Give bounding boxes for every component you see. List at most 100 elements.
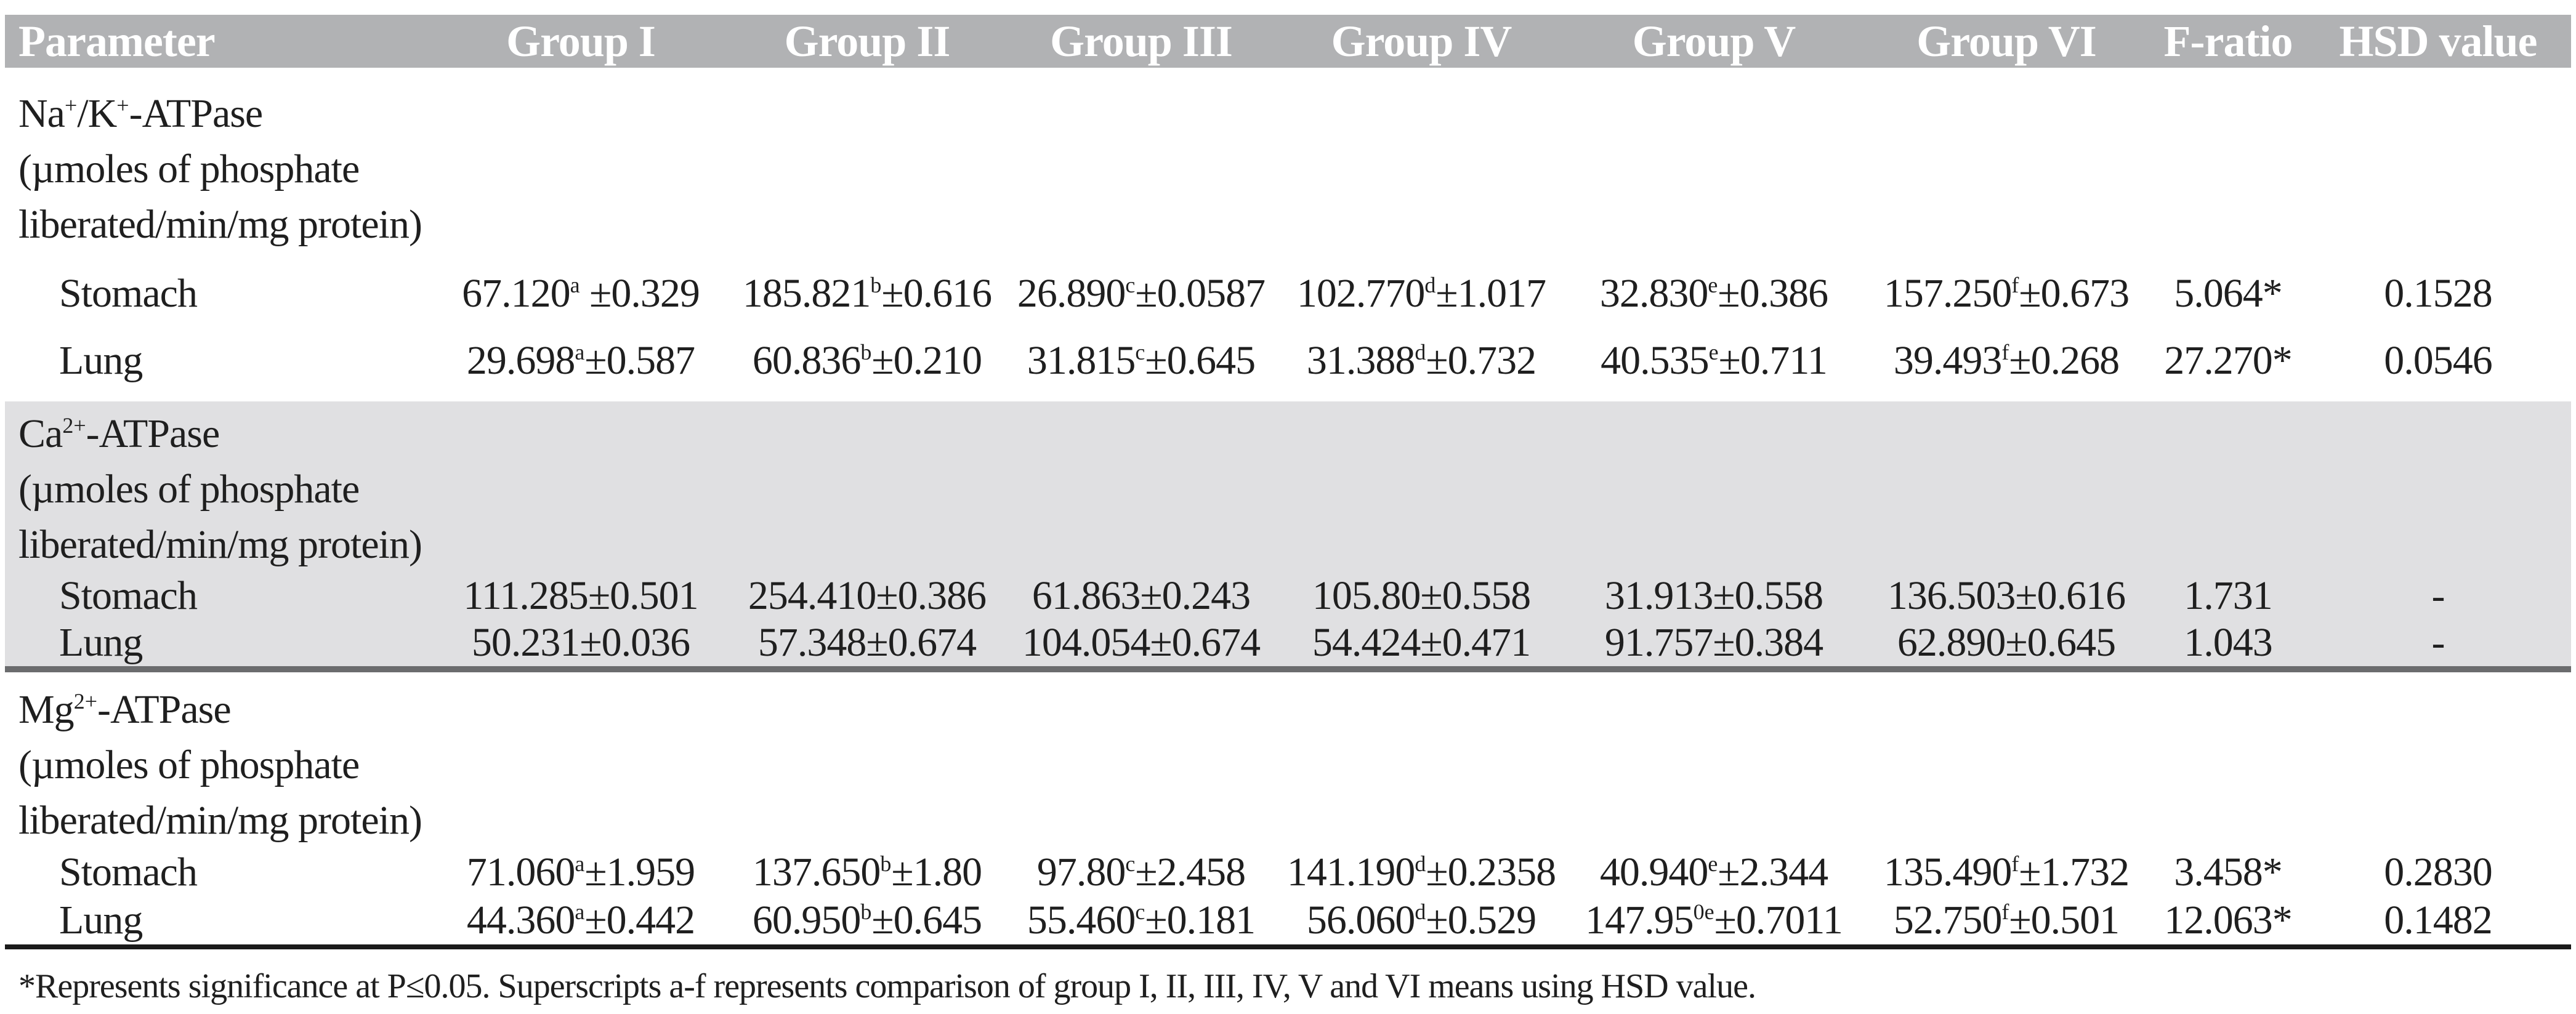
mean-value: 40.535 (1601, 338, 1709, 383)
column-header-group-6: Group VI (1862, 15, 2151, 68)
value-cell: 52.750f±0.501 (1862, 896, 2151, 949)
std-error: ±0.7011 (1714, 898, 1843, 943)
value-cell: 147.950e±0.7011 (1566, 896, 1862, 949)
section-mg-atpase: Mg2+-ATPase (µmoles of phosphate liberat… (5, 669, 2571, 949)
significance-superscript: f (2001, 899, 2009, 924)
mean-value: 55.460 (1027, 898, 1136, 943)
tissue-label: Lung (5, 896, 433, 949)
table-row-lung: Lung 29.698a±0.587 60.836b±0.210 31.815c… (5, 328, 2571, 401)
table-row-stomach: Stomach 71.060a±1.959 137.650b±1.80 97.8… (5, 848, 2571, 896)
hsd-value-cell: - (2305, 573, 2571, 619)
value-cell: 40.940e±2.344 (1566, 848, 1862, 896)
std-error: ±0.501 (587, 573, 699, 618)
mean-value: 254.410 (748, 573, 876, 618)
std-error: ±0.442 (584, 898, 695, 943)
table-row-lung: Lung 50.231±0.036 57.348±0.674 104.054±0… (5, 619, 2571, 672)
significance-superscript: b (860, 899, 872, 924)
std-error: ±0.674 (866, 620, 977, 665)
formula-superscript: 2+ (62, 413, 86, 438)
significance-superscript: b (870, 273, 882, 297)
significance-superscript: c (1125, 851, 1136, 876)
significance-superscript: d (1415, 899, 1426, 924)
mean-value: 31.388 (1306, 338, 1415, 383)
parameter-unit-line-1: (µmoles of phosphate (18, 147, 360, 191)
significance-superscript: d (1415, 851, 1426, 876)
value-cell: 60.950b±0.645 (729, 896, 1006, 949)
mean-value: 102.770 (1296, 271, 1425, 316)
f-ratio-cell: 12.063* (2151, 896, 2305, 949)
std-error: ±1.959 (584, 850, 695, 895)
mean-value: 40.940 (1599, 850, 1708, 895)
tissue-label: Lung (5, 619, 433, 672)
significance-superscript: b (860, 340, 872, 364)
parameter-formula: Mg2+-ATPase (18, 682, 2571, 738)
significance-superscript: d (1424, 273, 1436, 297)
value-cell: 67.120a ±0.329 (433, 260, 729, 328)
significance-superscript: a (570, 273, 580, 297)
mean-value: 44.360 (466, 898, 575, 943)
value-cell: 61.863±0.243 (1006, 573, 1277, 619)
f-ratio-cell: 3.458* (2174, 850, 2283, 895)
tissue-label: Stomach (5, 573, 433, 619)
significance-superscript: a (575, 340, 585, 364)
formula-text: Ca (18, 411, 63, 456)
parameter-unit-line-1: (µmoles of phosphate (18, 467, 360, 512)
parameter-label: Na+/K+-ATPase (µmoles of phosphate liber… (5, 68, 2571, 260)
mean-value: 97.80 (1036, 850, 1126, 895)
value-cell: 40.535e±0.711 (1566, 328, 1862, 401)
mean-value: 54.424 (1312, 620, 1421, 665)
tissue-label: Stomach (59, 271, 198, 316)
mean-value: 137.650 (752, 850, 881, 895)
std-error: ±2.344 (1718, 850, 1828, 895)
mean-value: 61.863 (1032, 573, 1141, 618)
table-header: Parameter Group I Group II Group III Gro… (5, 15, 2571, 68)
mean-value: 60.950 (752, 898, 861, 943)
parameter-formula: Ca2+-ATPase (18, 406, 2571, 462)
value-cell: 254.410±0.386 (729, 573, 1006, 619)
value-cell: 136.503±0.616 (1862, 573, 2151, 619)
significance-superscript: f (2011, 273, 2019, 297)
std-error: ±0.210 (871, 338, 982, 383)
significance-superscript: c (1125, 273, 1136, 297)
f-ratio-cell: 1.731 (2151, 573, 2305, 619)
column-header-parameter: Parameter (5, 15, 433, 68)
std-error: ±0.673 (2019, 271, 2130, 316)
std-error: ±1.732 (2019, 850, 2130, 895)
value-cell: 26.890c±0.0587 (1006, 260, 1277, 328)
column-header-group-4: Group IV (1277, 15, 1566, 68)
value-cell: 57.348±0.674 (729, 619, 1006, 672)
column-header-hsd-value: HSD value (2305, 15, 2571, 68)
formula-text: Mg (18, 687, 75, 732)
significance-superscript: b (880, 851, 892, 876)
std-error: ±0.616 (881, 271, 992, 316)
std-error: ±0.2358 (1426, 850, 1556, 895)
hsd-value-cell: 0.1482 (2305, 896, 2571, 949)
value-cell: 39.493f±0.268 (1862, 328, 2151, 401)
std-error: ±0.558 (1420, 573, 1531, 618)
significance-superscript: e (1708, 340, 1719, 364)
mean-value: 26.890 (1017, 271, 1126, 316)
formula-text: -ATPase (86, 411, 220, 456)
std-error: ±0.268 (2009, 338, 2120, 383)
parameter-label-row: Ca2+-ATPase (µmoles of phosphate liberat… (5, 401, 2571, 573)
std-error: ±0.558 (1713, 573, 1823, 618)
mean-value: 56.060 (1306, 898, 1415, 943)
mean-value: 157.250 (1883, 271, 2012, 316)
mean-value: 147.95 (1585, 898, 1694, 943)
value-cell: 71.060a±1.959 (433, 848, 729, 896)
hsd-value-cell: 0.2830 (2384, 850, 2493, 895)
std-error: ±0.329 (579, 271, 700, 316)
value-cell: 31.388d±0.732 (1277, 328, 1566, 401)
parameter-unit-line-1: (µmoles of phosphate (18, 742, 360, 787)
value-cell: 29.698a±0.587 (433, 328, 729, 401)
std-error: ±0.732 (1426, 338, 1536, 383)
column-header-f-ratio: F-ratio (2151, 15, 2305, 68)
value-cell: 102.770d±1.017 (1277, 260, 1566, 328)
parameter-formula: Na+/K+-ATPase (18, 86, 2571, 142)
value-cell: 104.054±0.674 (1006, 619, 1277, 672)
parameter-label: Mg2+-ATPase (µmoles of phosphate liberat… (5, 669, 2571, 848)
mean-value: 141.190 (1286, 850, 1415, 895)
tissue-label: Stomach (59, 850, 198, 895)
parameter-label-row: Na+/K+-ATPase (µmoles of phosphate liber… (5, 68, 2571, 260)
value-cell: 97.80c±2.458 (1006, 848, 1277, 896)
